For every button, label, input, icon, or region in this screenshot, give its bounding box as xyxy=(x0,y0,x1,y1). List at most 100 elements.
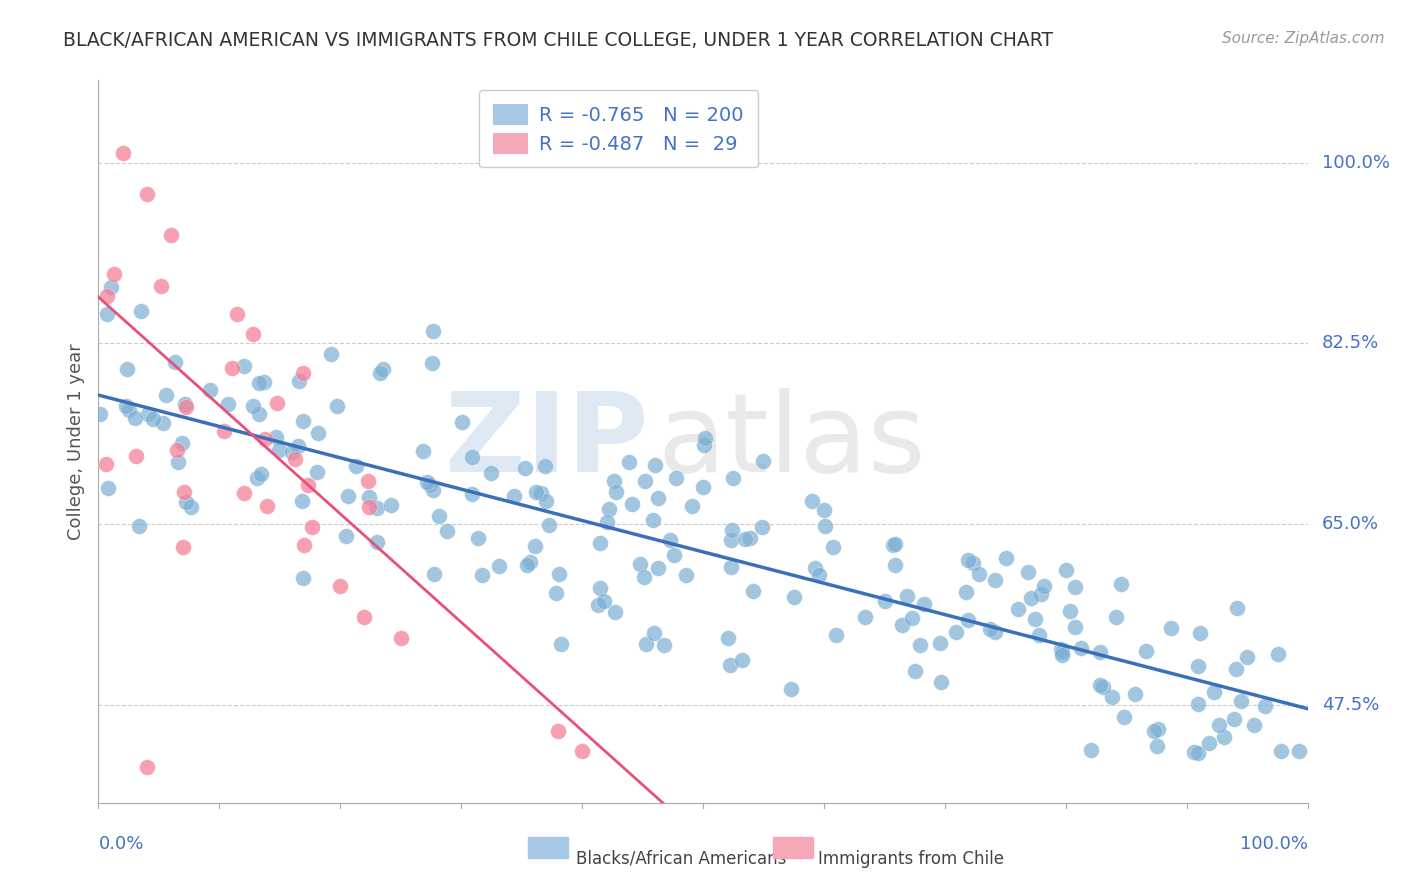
Point xyxy=(256,499,278,513)
Point xyxy=(1236,650,1258,665)
Point xyxy=(353,610,375,624)
Point xyxy=(297,478,319,492)
Point xyxy=(253,376,276,390)
Point xyxy=(198,383,221,397)
Point xyxy=(605,484,627,499)
Point xyxy=(336,489,359,503)
Point xyxy=(515,461,537,475)
Point xyxy=(896,589,918,603)
Point xyxy=(284,451,307,466)
Point xyxy=(665,471,688,485)
Point xyxy=(643,625,665,640)
Point xyxy=(550,637,572,651)
Point xyxy=(488,558,510,573)
Point xyxy=(136,407,159,421)
Point xyxy=(804,561,827,575)
Point xyxy=(524,485,547,500)
Point xyxy=(1054,563,1077,577)
Point xyxy=(94,457,117,471)
Point xyxy=(957,613,980,627)
Point xyxy=(368,366,391,380)
Point xyxy=(96,289,118,303)
Point xyxy=(752,454,775,468)
Point xyxy=(1187,697,1209,711)
Point xyxy=(1267,647,1289,661)
Point xyxy=(855,609,877,624)
Point xyxy=(693,438,716,452)
Point xyxy=(641,513,664,527)
Point xyxy=(571,744,593,758)
Point xyxy=(813,519,835,533)
Point xyxy=(1080,742,1102,756)
Point xyxy=(1135,644,1157,658)
Point xyxy=(419,478,441,492)
Point xyxy=(721,524,744,538)
Point xyxy=(1213,730,1236,744)
Text: 65.0%: 65.0% xyxy=(1322,515,1379,533)
Point xyxy=(782,591,804,605)
Point xyxy=(908,638,931,652)
Point xyxy=(1007,602,1029,616)
Point xyxy=(217,397,239,411)
Point xyxy=(329,579,352,593)
Point xyxy=(135,760,157,774)
Point xyxy=(380,498,402,512)
Point xyxy=(621,497,644,511)
Point xyxy=(131,303,153,318)
Point xyxy=(593,594,616,608)
Point xyxy=(652,638,675,652)
Point xyxy=(1088,678,1111,692)
Point xyxy=(717,631,740,645)
Point xyxy=(662,549,685,563)
Point xyxy=(681,499,703,513)
Y-axis label: College, Under 1 year: College, Under 1 year xyxy=(66,343,84,540)
Point xyxy=(212,424,235,438)
Point xyxy=(335,529,357,543)
Point xyxy=(292,571,315,585)
Point xyxy=(291,367,314,381)
Point xyxy=(801,494,824,508)
Point xyxy=(813,503,835,517)
Point xyxy=(962,557,984,571)
Point xyxy=(628,557,651,571)
Point xyxy=(141,412,163,426)
Point xyxy=(450,415,472,429)
Point xyxy=(225,307,247,321)
Point xyxy=(603,474,626,488)
Point xyxy=(103,267,125,281)
Point xyxy=(233,359,256,373)
Text: 0.0%: 0.0% xyxy=(98,835,143,854)
Point xyxy=(326,399,349,413)
Point xyxy=(1243,717,1265,731)
Text: 100.0%: 100.0% xyxy=(1322,153,1391,172)
Point xyxy=(166,442,188,457)
Point xyxy=(242,400,264,414)
Point xyxy=(1270,744,1292,758)
Point xyxy=(695,431,717,445)
Point xyxy=(658,533,681,547)
Point xyxy=(221,360,243,375)
Point xyxy=(530,486,553,500)
Point xyxy=(548,566,571,581)
Point xyxy=(912,598,935,612)
Point xyxy=(1188,626,1211,640)
Point xyxy=(420,356,443,370)
Point xyxy=(1208,718,1230,732)
Point xyxy=(983,573,1005,587)
Point xyxy=(467,531,489,545)
Point xyxy=(633,569,655,583)
Point xyxy=(807,568,830,582)
Point xyxy=(1019,591,1042,605)
Point xyxy=(471,568,494,582)
Text: ZIP: ZIP xyxy=(446,388,648,495)
Point xyxy=(427,509,450,524)
Point xyxy=(1202,685,1225,699)
Point xyxy=(1031,586,1053,600)
Text: Blacks/African Americans: Blacks/African Americans xyxy=(576,850,786,868)
Point xyxy=(167,455,190,469)
Point xyxy=(634,474,657,488)
Point xyxy=(1050,645,1073,659)
Point xyxy=(884,558,907,572)
Point xyxy=(366,500,388,515)
Point xyxy=(1147,722,1170,736)
